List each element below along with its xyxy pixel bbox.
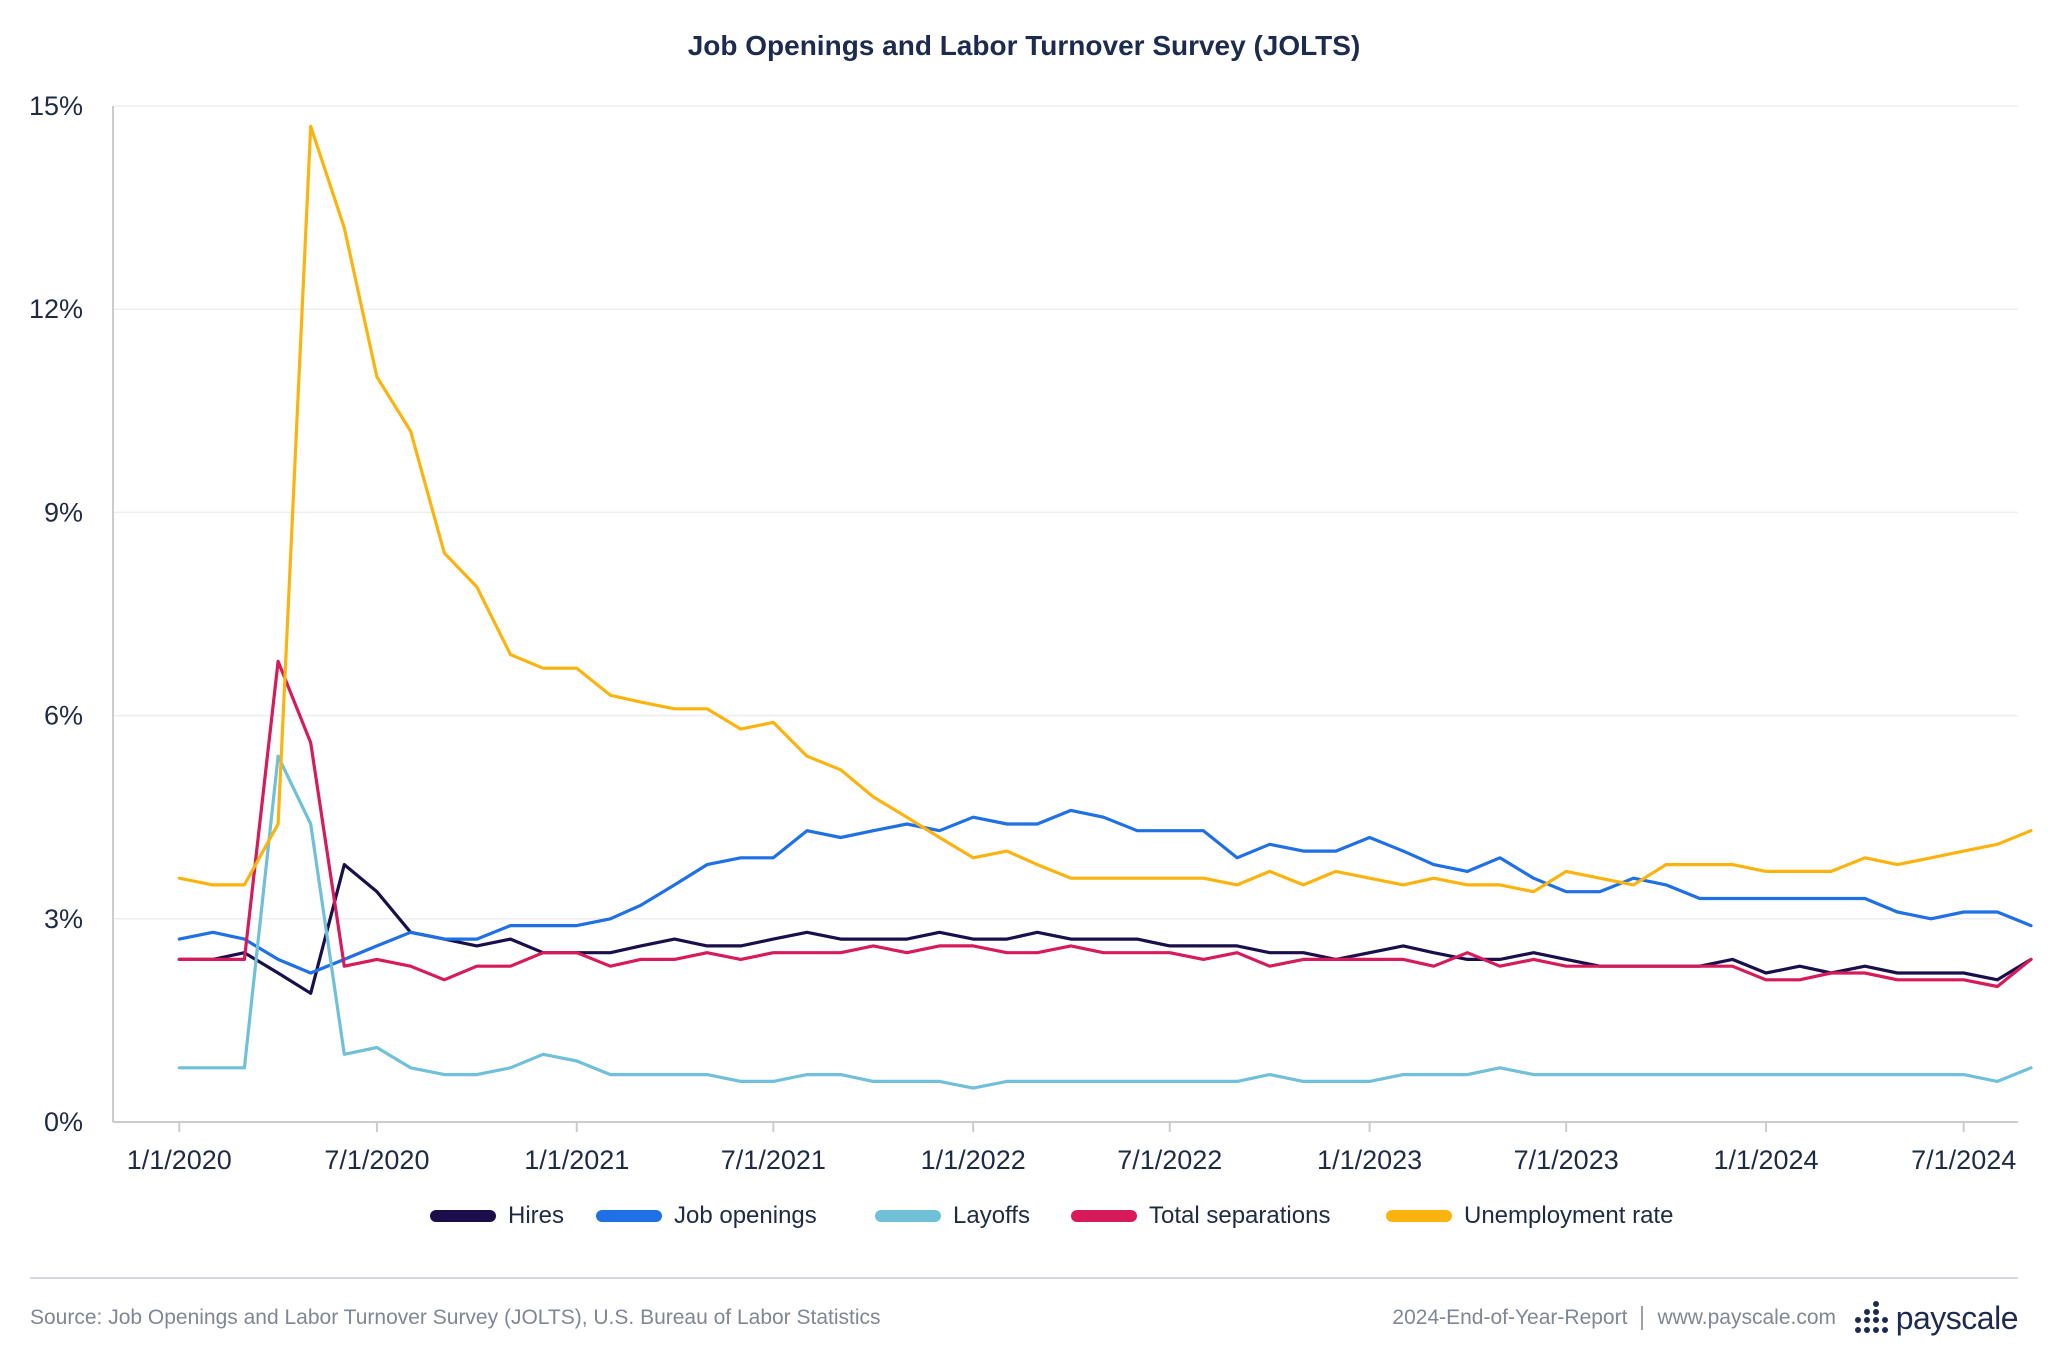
legend-item-total-separations[interactable]: Total separations — [1071, 1196, 1330, 1236]
x-tick-label: 1/1/2020 — [127, 1145, 232, 1175]
legend-label-layoffs: Layoffs — [953, 1202, 1030, 1229]
legend-item-job-openings[interactable]: Job openings — [596, 1196, 817, 1236]
legend-swatch-layoffs — [875, 1210, 941, 1222]
y-tick-label: 15% — [29, 91, 83, 121]
footer-divider — [30, 1277, 2018, 1279]
series-line-job-openings[interactable] — [177, 808, 2033, 975]
x-tick-label: 7/1/2022 — [1117, 1145, 1222, 1175]
x-tick-label: 1/1/2023 — [1317, 1145, 1422, 1175]
series-line-unemployment-rate[interactable] — [177, 124, 2033, 894]
series-line-hires[interactable] — [177, 862, 2033, 995]
footer-report-label: 2024-End-of-Year-Report — [1392, 1306, 1628, 1329]
legend-label-total-separations: Total separations — [1149, 1202, 1331, 1229]
legend: Hires Job openings Layoffs Total separat… — [0, 1196, 2048, 1236]
legend-label-job-openings: Job openings — [674, 1202, 817, 1229]
axis-layer: 0% 3% 6% 9% 12% 15% 1/1/2020 7/1/2020 1/1/2021 7/… — [29, 91, 2018, 1175]
series-line-total-separations[interactable] — [177, 659, 2033, 989]
y-tick-label: 3% — [44, 904, 83, 934]
legend-label-unemployment-rate: Unemployment rate — [1464, 1202, 1674, 1229]
x-tick-label: 7/1/2020 — [324, 1145, 429, 1175]
payscale-logo: payscale — [1854, 1296, 2019, 1340]
legend-label-hires: Hires — [508, 1202, 565, 1229]
y-tick-label: 12% — [29, 294, 83, 324]
legend-item-hires[interactable]: Hires — [430, 1196, 564, 1236]
footer-links: 2024-End-of-Year-Report www.payscale.com — [1392, 1306, 1836, 1331]
y-tick-label: 0% — [44, 1107, 83, 1137]
legend-item-layoffs[interactable]: Layoffs — [875, 1196, 1030, 1236]
legend-item-unemployment-rate[interactable]: Unemployment rate — [1386, 1196, 1673, 1236]
series-line-layoffs[interactable] — [177, 754, 2033, 1090]
line-chart: 0% 3% 6% 9% 12% 15% 1/1/2020 7/1/2020 1/1/2021 7/… — [29, 91, 2033, 1175]
x-tick-label: 1/1/2022 — [921, 1145, 1026, 1175]
footer-source: Source: Job Openings and Labor Turnover … — [30, 1306, 881, 1329]
y-tick-label: 9% — [44, 497, 83, 527]
x-tick-label: 1/1/2021 — [524, 1145, 629, 1175]
footer-site-link[interactable]: www.payscale.com — [1657, 1306, 1836, 1329]
payscale-dots-icon — [1854, 1301, 1888, 1333]
chart-title: Job Openings and Labor Turnover Survey (… — [687, 30, 1361, 61]
x-tick-label: 7/1/2024 — [1911, 1145, 2016, 1175]
legend-swatch-hires — [430, 1210, 496, 1222]
legend-swatch-total-separations — [1071, 1210, 1137, 1222]
x-tick-label: 7/1/2023 — [1514, 1145, 1619, 1175]
grid-layer — [113, 105, 2018, 920]
x-tick-label: 7/1/2021 — [721, 1145, 826, 1175]
footer-separator — [1641, 1306, 1644, 1331]
legend-swatch-unemployment-rate — [1386, 1210, 1452, 1222]
x-tick-label: 1/1/2024 — [1713, 1145, 1818, 1175]
series-layer — [177, 124, 2033, 1090]
y-tick-label: 6% — [44, 701, 83, 731]
brand-name: payscale — [1895, 1299, 2019, 1336]
legend-swatch-job-openings — [596, 1210, 662, 1222]
